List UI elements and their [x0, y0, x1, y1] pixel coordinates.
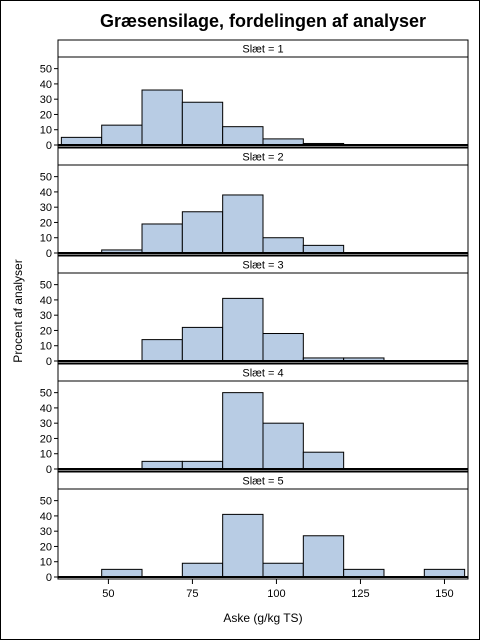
histogram-bar	[262, 237, 304, 254]
y-tick-label: 30	[40, 310, 52, 322]
panel-4: Slæt = 4 0 10 20 30 40 50	[40, 363, 469, 476]
y-tick-label: 10	[40, 557, 52, 569]
histogram-bar	[302, 535, 345, 578]
panel-5: Slæt = 5 0 10 20 30 40 50	[40, 471, 469, 584]
histogram-bar	[423, 568, 466, 578]
histogram-bar	[262, 333, 304, 362]
panel-strip-label: Slæt = 5	[242, 476, 283, 488]
panel-1: Slæt = 1 0 10 20 30 40 50	[40, 39, 469, 152]
panel-plot-area	[57, 488, 469, 580]
histogram-bar	[222, 297, 264, 362]
histogram-bar	[262, 422, 304, 470]
y-tick-label: 50	[40, 172, 52, 184]
histogram-bar	[222, 392, 264, 470]
histogram-bar	[302, 244, 345, 254]
x-tick-label: 50	[102, 588, 114, 600]
x-tick-label: 75	[186, 588, 198, 600]
y-tick-label: 30	[40, 202, 52, 214]
histogram-bar	[141, 460, 183, 470]
panel-plot-area	[57, 164, 469, 256]
histogram-bar	[101, 568, 143, 578]
x-axis: 50 75 100 125 150	[102, 579, 454, 600]
y-tick-label: 30	[40, 94, 52, 106]
panel-3: Slæt = 3 0 10 20 30 40 50	[40, 255, 469, 368]
histogram-bar	[222, 513, 264, 578]
x-tick-label: 150	[435, 588, 453, 600]
y-tick-label: 10	[40, 233, 52, 245]
histogram-bar	[141, 339, 183, 362]
histogram-bar	[302, 451, 345, 470]
histogram-bar	[181, 562, 224, 578]
histogram-bar	[181, 101, 224, 146]
y-tick-label: 40	[40, 187, 52, 199]
y-tick-label: 20	[40, 541, 52, 553]
histogram-bar	[181, 211, 224, 254]
y-tick-label: 20	[40, 217, 52, 229]
panel-plot-area	[57, 380, 469, 472]
y-tick-label: 0	[46, 572, 52, 584]
y-tick-label: 10	[40, 341, 52, 353]
y-tick-label: 0	[46, 464, 52, 476]
histogram-bar	[141, 89, 183, 146]
y-axis-label: Procent af analyser	[11, 259, 25, 362]
histogram-bar	[60, 136, 103, 146]
panel-strip-label: Slæt = 2	[242, 152, 283, 164]
y-tick-label: 40	[40, 295, 52, 307]
histogram-bar	[222, 194, 264, 254]
y-tick-label: 50	[40, 64, 52, 76]
histogram-bar	[222, 126, 264, 146]
panel-strip-label: Slæt = 1	[242, 44, 283, 56]
histogram-bar	[181, 460, 224, 470]
histogram-bar	[101, 124, 143, 146]
y-tick-label: 20	[40, 325, 52, 337]
histogram-bar	[262, 562, 304, 578]
histogram-bar	[343, 568, 385, 578]
y-tick-label: 40	[40, 403, 52, 415]
y-tick-label: 50	[40, 496, 52, 508]
x-tick-label: 125	[351, 588, 369, 600]
y-tick-label: 20	[40, 433, 52, 445]
histogram-bar	[141, 223, 183, 254]
y-tick-label: 40	[40, 511, 52, 523]
panel-2: Slæt = 2 0 10 20 30 40 50	[40, 147, 469, 260]
panel-strip-label: Slæt = 3	[242, 260, 283, 272]
x-tick-label: 100	[267, 588, 285, 600]
y-tick-label: 10	[40, 449, 52, 461]
chart-title: Græsensilage, fordelingen af analyser	[100, 11, 426, 31]
y-tick-label: 40	[40, 79, 52, 91]
y-tick-label: 50	[40, 280, 52, 292]
y-tick-label: 20	[40, 109, 52, 121]
y-tick-label: 0	[46, 248, 52, 260]
x-axis-label: Aske (g/kg TS)	[223, 611, 302, 625]
y-tick-label: 10	[40, 125, 52, 137]
panel-plot-area	[57, 272, 469, 364]
panel-strip-label: Slæt = 4	[242, 368, 283, 380]
y-tick-label: 0	[46, 140, 52, 152]
y-tick-label: 50	[40, 388, 52, 400]
panel-plot-area	[57, 56, 469, 148]
y-tick-label: 30	[40, 418, 52, 430]
y-tick-label: 30	[40, 526, 52, 538]
y-tick-label: 0	[46, 356, 52, 368]
histogram-bar	[181, 326, 224, 362]
